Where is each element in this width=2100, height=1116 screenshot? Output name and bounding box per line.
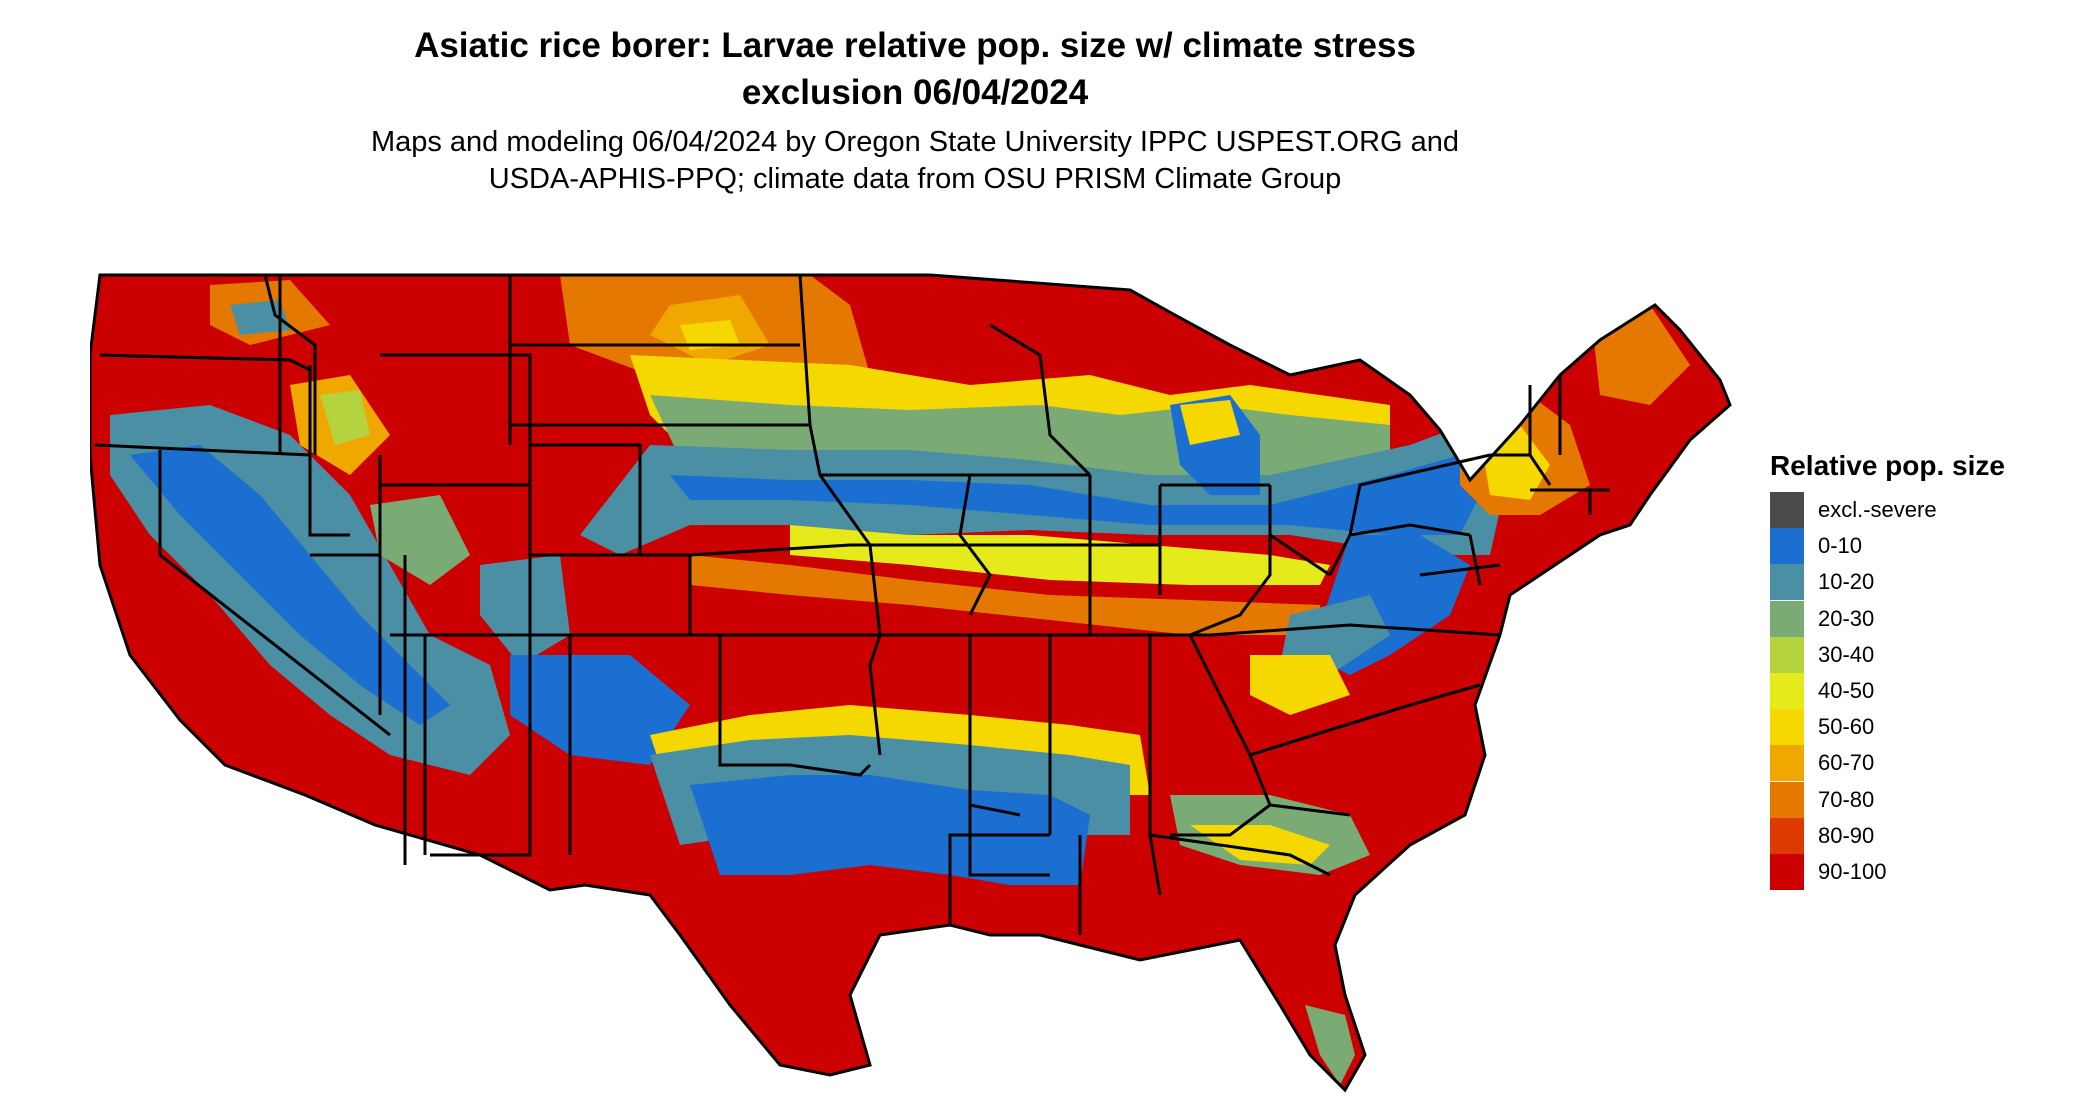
legend-swatch xyxy=(1770,636,1804,673)
legend-label: 10-20 xyxy=(1818,569,1875,595)
legend-swatch xyxy=(1770,528,1804,565)
legend-item: 60-70 xyxy=(1770,745,2070,782)
us-map xyxy=(90,235,1750,1115)
legend-swatch xyxy=(1770,600,1804,637)
legend-item: excl.-severe xyxy=(1770,492,2070,529)
legend-label: 70-80 xyxy=(1818,786,1875,812)
legend-label: 20-30 xyxy=(1818,605,1875,631)
title-line-1: Asiatic rice borer: Larvae relative pop.… xyxy=(414,26,1416,65)
legend: Relative pop. size excl.-severe 0-10 10-… xyxy=(1770,448,2070,890)
legend-label: excl.-severe xyxy=(1818,497,1937,523)
map-subtitle: Maps and modeling 06/04/2024 by Oregon S… xyxy=(0,124,1830,198)
legend-title: Relative pop. size xyxy=(1770,450,2005,481)
legend-item: 10-20 xyxy=(1770,564,2070,601)
state-boundaries xyxy=(90,273,1732,1093)
legend-label: 90-100 xyxy=(1818,858,1887,884)
legend-swatch xyxy=(1770,673,1804,710)
map-title: Asiatic rice borer: Larvae relative pop.… xyxy=(0,22,1830,116)
legend-item: 0-10 xyxy=(1770,528,2070,565)
legend-label: 80-90 xyxy=(1818,822,1875,848)
legend-label: 60-70 xyxy=(1818,750,1875,776)
legend-item: 70-80 xyxy=(1770,781,2070,818)
legend-item: 40-50 xyxy=(1770,673,2070,710)
legend-item: 90-100 xyxy=(1770,853,2070,890)
legend-swatch xyxy=(1770,853,1804,890)
title-line-2: exclusion 06/04/2024 xyxy=(741,73,1089,112)
legend-item: 20-30 xyxy=(1770,600,2070,637)
legend-item: 80-90 xyxy=(1770,817,2070,854)
legend-label: 40-50 xyxy=(1818,678,1875,704)
subtitle-line-2: USDA-APHIS-PPQ; climate data from OSU PR… xyxy=(488,163,1342,195)
legend-swatch xyxy=(1770,817,1804,854)
subtitle-line-1: Maps and modeling 06/04/2024 by Oregon S… xyxy=(370,126,1460,158)
legend-label: 30-40 xyxy=(1818,641,1875,667)
legend-swatch xyxy=(1770,745,1804,782)
legend-item: 30-40 xyxy=(1770,636,2070,673)
legend-swatch xyxy=(1770,781,1804,818)
legend-item: 50-60 xyxy=(1770,709,2070,746)
legend-swatch xyxy=(1770,709,1804,746)
legend-label: 50-60 xyxy=(1818,714,1875,740)
legend-swatch xyxy=(1770,564,1804,601)
legend-swatch xyxy=(1770,492,1804,529)
legend-label: 0-10 xyxy=(1818,533,1863,559)
